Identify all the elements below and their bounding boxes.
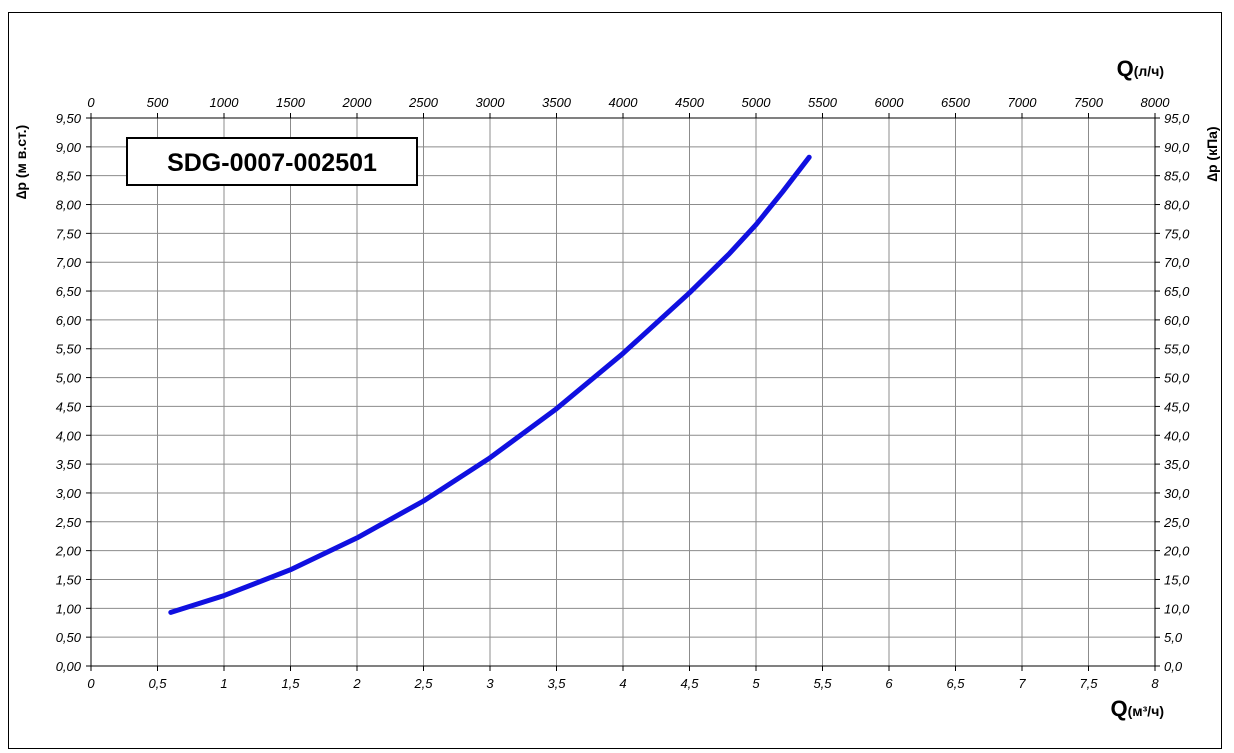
x-bottom-tick-label: 0 (87, 676, 95, 691)
y-left-tick-label: 0,00 (56, 659, 82, 674)
pressure-flow-chart: 0 0,5 1 1,5 2 2,5 3 3,5 4 4,5 5 5,5 6 6,5 7 7,5 8 0 500 10… (13, 56, 1220, 721)
y-right-tick-label: 35,0 (1164, 457, 1190, 472)
y-left-tick-label: 4,50 (56, 399, 82, 414)
model-label: SDG-0007-002501 (167, 149, 377, 177)
y-right-tick-label: 15,0 (1164, 572, 1190, 587)
x-top-tick-label: 0 (87, 95, 95, 110)
y-right-tick-label: 10,0 (1164, 601, 1190, 616)
series-line (168, 154, 812, 615)
x-top-tick-labels: 0 500 1000 1500 2000 2500 3000 3500 4000 4500 5000… (87, 95, 1170, 110)
x-bottom-tick-label: 1 (220, 676, 227, 691)
y-right-tick-label: 5,0 (1164, 630, 1183, 645)
y-left-tick-label: 8,50 (56, 169, 82, 184)
x-top-tick-label: 7000 (1008, 95, 1038, 110)
x-bottom-axis-title: Q(м³/ч) (1111, 696, 1165, 721)
tick-marks (86, 113, 1160, 671)
x-bottom-tick-label: 7,5 (1079, 676, 1098, 691)
y-left-tick-label: 6,00 (56, 313, 82, 328)
y-left-tick-label: 1,50 (56, 572, 82, 587)
y-left-tick-label: 2,50 (55, 515, 82, 530)
y-right-tick-label: 70,0 (1164, 255, 1190, 270)
x-top-tick-label: 7500 (1074, 95, 1104, 110)
x-top-tick-label: 4500 (675, 95, 705, 110)
x-bottom-tick-label: 0,5 (148, 676, 167, 691)
y-right-tick-label: 95,0 (1164, 111, 1190, 126)
y-right-tick-label: 25,0 (1163, 515, 1190, 530)
x-bottom-tick-label: 1,5 (281, 676, 300, 691)
x-top-tick-label: 8000 (1141, 95, 1171, 110)
y-left-tick-label: 1,00 (56, 601, 82, 616)
x-top-tick-label: 5000 (742, 95, 772, 110)
x-bottom-tick-label: 7 (1018, 676, 1026, 691)
x-bottom-tick-label: 5 (752, 676, 760, 691)
x-top-tick-label: 500 (147, 95, 169, 110)
y-left-tick-label: 5,50 (56, 342, 82, 357)
x-bottom-tick-label: 3 (486, 676, 494, 691)
x-top-axis-title: Q(л/ч) (1117, 56, 1164, 81)
y-left-tick-label: 0,50 (56, 630, 82, 645)
x-bottom-tick-label: 4,5 (680, 676, 699, 691)
y-right-tick-label: 65,0 (1164, 284, 1190, 299)
x-top-tick-label: 3000 (476, 95, 506, 110)
x-bottom-tick-label: 6 (885, 676, 893, 691)
x-bottom-tick-label: 6,5 (946, 676, 965, 691)
series-layer (168, 154, 812, 615)
y-left-tick-labels: 0,00 0,50 1,00 1,50 2,00 2,50 3,00 3,50 4,00 4,50… (55, 111, 82, 674)
y-left-tick-label: 9,00 (56, 140, 82, 155)
x-top-tick-label: 2500 (408, 95, 439, 110)
x-bottom-tick-label: 8 (1151, 676, 1159, 691)
y-right-tick-label: 45,0 (1164, 399, 1190, 414)
x-top-tick-label: 5500 (808, 95, 838, 110)
y-left-tick-label: 3,50 (56, 457, 82, 472)
y-right-tick-label: 50,0 (1164, 371, 1190, 386)
y-right-tick-label: 60,0 (1164, 313, 1190, 328)
y-right-tick-label: 85,0 (1164, 169, 1190, 184)
x-bottom-tick-label: 4 (619, 676, 626, 691)
model-label-box (126, 137, 418, 186)
y-left-tick-label: 2,00 (55, 544, 82, 559)
y-right-tick-label: 90,0 (1164, 140, 1190, 155)
y-left-tick-label: 4,00 (56, 428, 82, 443)
x-top-tick-label: 4000 (609, 95, 639, 110)
y-right-tick-label: 30,0 (1164, 486, 1190, 501)
y-left-tick-label: 3,00 (56, 486, 82, 501)
chart-frame: 0 0,5 1 1,5 2 2,5 3 3,5 4 4,5 5 5,5 6 6,5 7 7,5 8 0 500 10… (8, 12, 1222, 749)
y-right-tick-label: 0,0 (1164, 659, 1183, 674)
grid (91, 118, 1155, 666)
y-left-tick-label: 8,00 (56, 198, 82, 213)
x-bottom-tick-labels: 0 0,5 1 1,5 2 2,5 3 3,5 4 4,5 5 5,5 6 6,5 7 7,5 8 (87, 676, 1159, 691)
y-right-tick-label: 55,0 (1164, 342, 1190, 357)
x-top-tick-label: 3500 (542, 95, 572, 110)
y-left-tick-label: 7,50 (56, 226, 82, 241)
y-right-tick-label: 80,0 (1164, 198, 1190, 213)
y-left-tick-label: 5,00 (56, 371, 82, 386)
y-left-tick-label: 6,50 (56, 284, 82, 299)
x-top-tick-label: 1000 (210, 95, 240, 110)
y-left-axis-title: ∆p (м в.ст.) (13, 125, 29, 199)
x-bottom-tick-label: 2,5 (413, 676, 433, 691)
y-right-tick-label: 40,0 (1164, 428, 1190, 443)
x-bottom-tick-label: 5,5 (813, 676, 832, 691)
y-left-tick-label: 9,50 (56, 111, 82, 126)
x-top-tick-label: 6500 (941, 95, 971, 110)
y-right-tick-label: 75,0 (1164, 226, 1190, 241)
y-right-axis-title: ∆p (кПа) (1204, 126, 1220, 181)
x-bottom-tick-label: 3,5 (547, 676, 566, 691)
y-right-tick-labels: 0,0 5,0 10,0 15,0 20,0 25,0 30,0 35,0 40,0 45,0 50… (1163, 111, 1190, 674)
x-bottom-tick-label: 2 (352, 676, 361, 691)
x-top-tick-label: 1500 (276, 95, 306, 110)
y-right-tick-label: 20,0 (1163, 544, 1190, 559)
y-left-tick-label: 7,00 (56, 255, 82, 270)
x-top-tick-label: 6000 (875, 95, 905, 110)
x-top-tick-label: 2000 (342, 95, 373, 110)
